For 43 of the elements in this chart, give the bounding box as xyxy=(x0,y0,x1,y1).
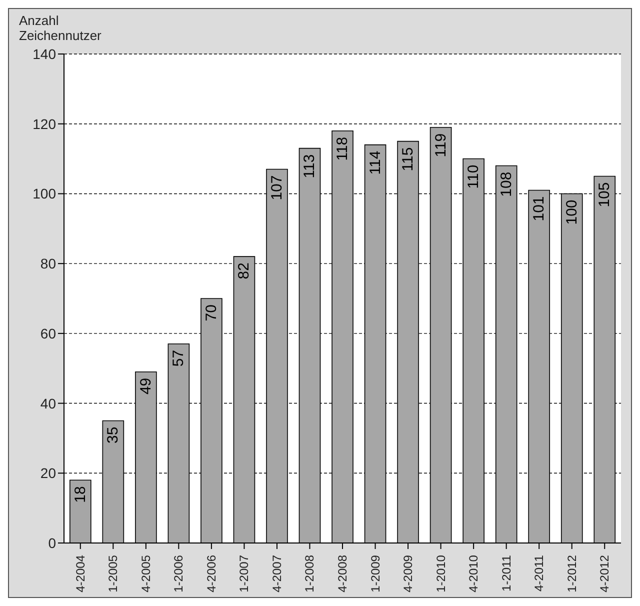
x-tick-label: 1-2010 xyxy=(434,554,448,592)
data-label: 113 xyxy=(301,154,318,178)
x-tick-label: 1-2012 xyxy=(564,554,579,592)
x-tick-label: 4-2012 xyxy=(598,554,612,592)
data-label: 70 xyxy=(202,304,220,322)
y-tick-label: 0 xyxy=(48,534,56,551)
data-label: 105 xyxy=(596,182,614,208)
x-tick-label: 1-2006 xyxy=(172,554,186,592)
y-tick-label: 40 xyxy=(40,395,56,412)
data-label: 100 xyxy=(563,200,580,225)
y-axis-title: Anzahl Zeichennutzer xyxy=(19,13,102,43)
data-label: 110 xyxy=(465,164,482,189)
x-tick-label: 4-2011 xyxy=(532,554,546,592)
x-tick-label: 1-2005 xyxy=(106,554,120,592)
x-tick-label: 1-2011 xyxy=(499,554,514,592)
x-tick-label: 1-2009 xyxy=(368,554,382,592)
data-label: 82 xyxy=(236,262,253,280)
y-tick-label: 120 xyxy=(32,116,56,132)
x-tick-label: 4-2008 xyxy=(336,554,350,592)
data-label: 18 xyxy=(72,486,89,503)
x-tick-label: 1-2007 xyxy=(237,554,252,592)
x-tick-label: 4-2009 xyxy=(401,554,416,592)
x-tick-label: 4-2006 xyxy=(204,554,218,592)
y-tick-label: 80 xyxy=(40,256,56,272)
data-label: 115 xyxy=(400,147,417,172)
data-label: 57 xyxy=(170,350,188,367)
x-tick-label: 4-2010 xyxy=(466,554,481,592)
x-tick-label: 4-2005 xyxy=(138,554,153,592)
x-tick-label: 4-2007 xyxy=(270,554,284,592)
data-label: 107 xyxy=(268,175,286,200)
data-label: 49 xyxy=(137,378,154,395)
data-label: 35 xyxy=(104,426,122,444)
data-label: 114 xyxy=(366,150,384,175)
data-label: 118 xyxy=(334,136,352,161)
data-label: 108 xyxy=(498,172,515,197)
y-tick-label: 140 xyxy=(32,46,56,62)
y-tick-label: 100 xyxy=(32,186,56,202)
y-tick-label: 20 xyxy=(40,465,56,482)
x-tick-label: 4-2004 xyxy=(73,554,88,592)
x-tick-label: 1-2008 xyxy=(302,554,317,592)
data-label: 119 xyxy=(432,133,450,158)
y-tick-label: 60 xyxy=(40,325,56,342)
data-label: 101 xyxy=(530,196,548,222)
